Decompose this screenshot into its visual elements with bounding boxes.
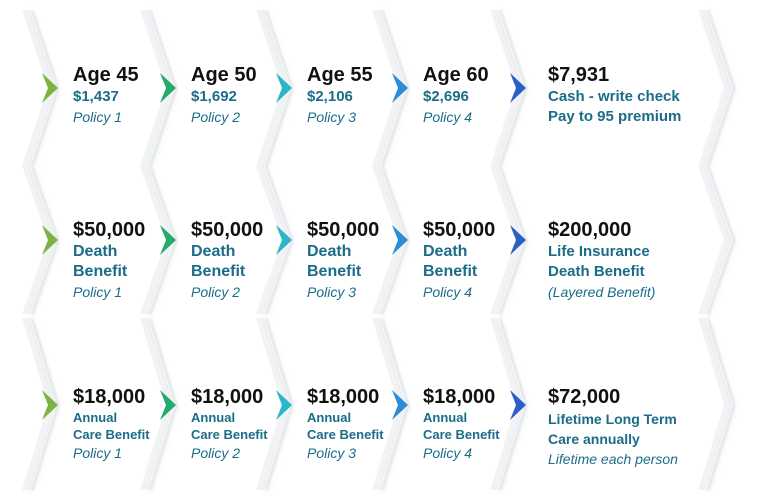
- row2-policy1-cell: $50,000 Death Benefit Policy 1: [73, 219, 145, 302]
- arrow-tip-icon: [160, 73, 176, 103]
- cell-line: Care annually: [548, 431, 640, 447]
- row1-age50-cell: Age 50 $1,692 Policy 2: [191, 64, 257, 127]
- cell-title: Age 60: [423, 64, 489, 86]
- cell-line: Benefit: [191, 263, 246, 280]
- cell-title: $50,000: [423, 219, 496, 241]
- cell-line: Pay to 95 premium: [548, 108, 682, 125]
- arrow-tip-icon: [276, 73, 292, 103]
- row3-policy4-cell: $18,000 Annual Care Benefit Policy 4: [423, 386, 500, 463]
- cell-policy-note: Policy 2: [191, 284, 241, 300]
- arrow-tip-icon: [160, 225, 176, 255]
- cell-line: Annual: [423, 410, 468, 425]
- cell-premium: $1,692: [191, 88, 237, 105]
- cell-line: Lifetime Long Term: [548, 411, 677, 427]
- cell-note: (Layered Benefit): [548, 284, 656, 300]
- cell-line: Benefit: [73, 263, 128, 280]
- cell-line: Death: [423, 243, 468, 260]
- chevron-divider: [698, 165, 736, 315]
- arrow-tip-icon: [276, 225, 292, 255]
- cell-line: Cash - write check: [548, 88, 680, 105]
- chevron-divider: [698, 9, 736, 167]
- cell-title: $200,000: [548, 219, 632, 241]
- row2-total-cell: $200,000 Life Insurance Death Benefit (L…: [548, 219, 655, 302]
- row1-total-cell: $7,931 Cash - write check Pay to 95 prem…: [548, 64, 681, 127]
- cell-policy-note: Policy 1: [73, 284, 123, 300]
- cell-policy-note: Policy 4: [423, 445, 473, 461]
- cell-title: Age 45: [73, 64, 139, 86]
- cell-title: Age 50: [191, 64, 257, 86]
- cell-line: Annual: [191, 410, 236, 425]
- arrow-tip-icon: [42, 225, 58, 255]
- cell-policy-note: Policy 3: [307, 445, 357, 461]
- cell-policy-note: Policy 3: [307, 109, 357, 125]
- cell-title: $50,000: [73, 219, 146, 241]
- cell-line: Death: [191, 243, 236, 260]
- arrow-tip-icon: [160, 390, 176, 420]
- cell-title: $18,000: [191, 386, 264, 408]
- arrow-tip-icon: [510, 390, 526, 420]
- row3-policy3-cell: $18,000 Annual Care Benefit Policy 3: [307, 386, 384, 463]
- cell-title: $18,000: [423, 386, 496, 408]
- cell-line: Care Benefit: [307, 427, 384, 442]
- cell-line: Death: [307, 243, 352, 260]
- row1-age60-cell: Age 60 $2,696 Policy 4: [423, 64, 489, 127]
- cell-title: Age 55: [307, 64, 373, 86]
- cell-policy-note: Policy 2: [191, 445, 241, 461]
- arrow-tip-icon: [510, 73, 526, 103]
- cell-title: $7,931: [548, 64, 610, 86]
- cell-policy-note: Policy 4: [423, 284, 473, 300]
- arrow-tip-icon: [392, 73, 408, 103]
- cell-line: Death Benefit: [548, 263, 645, 280]
- row1-age55-cell: Age 55 $2,106 Policy 3: [307, 64, 373, 127]
- cell-line: Life Insurance: [548, 243, 650, 260]
- cell-title: $18,000: [73, 386, 146, 408]
- chevron-divider: [698, 317, 736, 491]
- cell-line: Annual: [307, 410, 352, 425]
- arrow-tip-icon: [392, 225, 408, 255]
- row3-policy2-cell: $18,000 Annual Care Benefit Policy 2: [191, 386, 268, 463]
- arrow-tip-icon: [42, 73, 58, 103]
- row1-age45-cell: Age 45 $1,437 Policy 1: [73, 64, 139, 127]
- cell-line: Care Benefit: [423, 427, 500, 442]
- cell-policy-note: Policy 3: [307, 284, 357, 300]
- row2-policy3-cell: $50,000 Death Benefit Policy 3: [307, 219, 379, 302]
- cell-title: $50,000: [307, 219, 380, 241]
- cell-note: Lifetime each person: [548, 451, 678, 467]
- cell-premium: $2,696: [423, 88, 469, 105]
- cell-line: Benefit: [307, 263, 362, 280]
- arrow-tip-icon: [392, 390, 408, 420]
- arrow-tip-icon: [42, 390, 58, 420]
- cell-title: $50,000: [191, 219, 264, 241]
- row3-policy1-cell: $18,000 Annual Care Benefit Policy 1: [73, 386, 150, 463]
- cell-policy-note: Policy 1: [73, 109, 123, 125]
- cell-premium: $2,106: [307, 88, 353, 105]
- row2-policy2-cell: $50,000 Death Benefit Policy 2: [191, 219, 263, 302]
- cell-policy-note: Policy 2: [191, 109, 241, 125]
- row2-policy4-cell: $50,000 Death Benefit Policy 4: [423, 219, 495, 302]
- cell-premium: $1,437: [73, 88, 119, 105]
- cell-line: Care Benefit: [191, 427, 268, 442]
- cell-policy-note: Policy 4: [423, 109, 473, 125]
- cell-line: Benefit: [423, 263, 478, 280]
- cell-title: $18,000: [307, 386, 380, 408]
- cell-line: Care Benefit: [73, 427, 150, 442]
- cell-title: $72,000: [548, 386, 621, 408]
- arrow-tip-icon: [276, 390, 292, 420]
- arrow-tip-icon: [510, 225, 526, 255]
- row3-total-cell: $72,000 Lifetime Long Term Care annually…: [548, 386, 678, 469]
- cell-policy-note: Policy 1: [73, 445, 123, 461]
- cell-line: Annual: [73, 410, 118, 425]
- cell-line: Death: [73, 243, 118, 260]
